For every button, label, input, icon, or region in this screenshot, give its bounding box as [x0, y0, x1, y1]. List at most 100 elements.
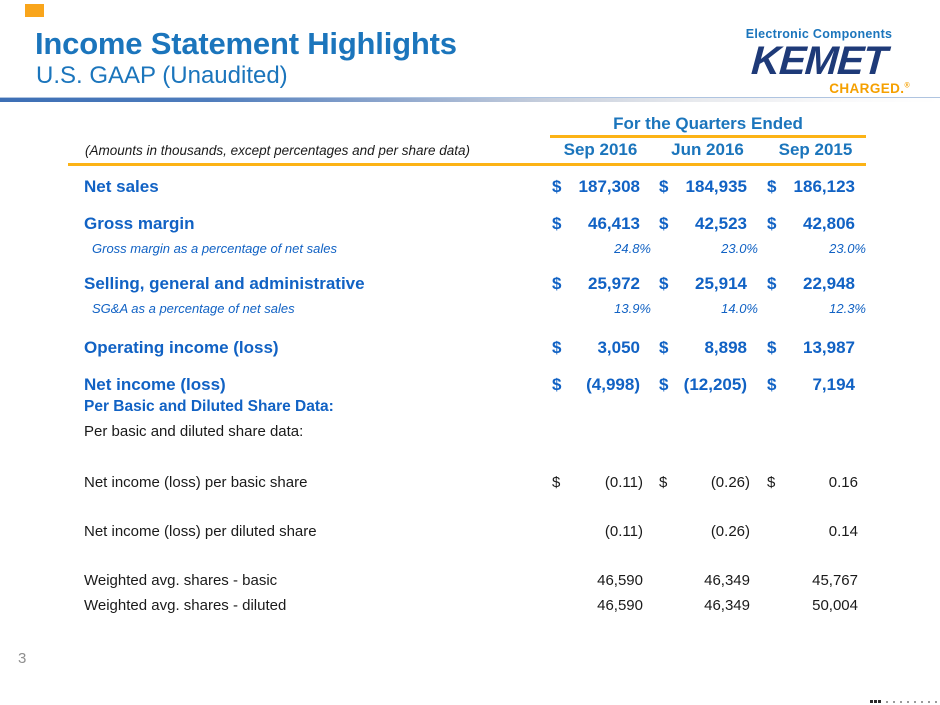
- dollar-sign: $: [767, 274, 777, 293]
- page-edge-dots: [869, 700, 937, 703]
- cell-value: 46,413: [588, 214, 640, 233]
- cell-value: 7,194: [812, 375, 855, 394]
- row-label: Net sales: [84, 177, 159, 196]
- value-cell: $42,523: [657, 213, 758, 234]
- value-cell: $13,987: [765, 337, 866, 358]
- dollar-sign: $: [552, 274, 562, 293]
- cell-value: 46,349: [704, 597, 750, 614]
- row-label: Gross margin as a percentage of net sale…: [92, 241, 337, 256]
- value-cell: $ (0.11): [550, 473, 651, 492]
- cell-value: 0.14: [828, 523, 858, 540]
- dollar-sign: $: [552, 177, 562, 196]
- value-cell: $25,914: [657, 273, 758, 294]
- cell-value: 8,898: [704, 338, 747, 357]
- dollar-sign: $: [552, 338, 562, 357]
- table-row: Gross margin $46,413 $42,523 $42,806: [68, 213, 866, 234]
- table-row: Net income (loss) $ (4,998) $ (12,205) $7,…: [68, 374, 866, 395]
- table-header-row: (Amounts in thousands, except percentage…: [68, 140, 866, 166]
- accent-square: [25, 4, 44, 17]
- value-cell: $184,935: [657, 176, 758, 197]
- cell-value: 184,935: [685, 177, 747, 196]
- cell-value: 25,972: [588, 274, 640, 293]
- value-cell: $42,806: [765, 213, 866, 234]
- column-header-sep-2015: Sep 2015: [778, 140, 853, 159]
- cell-value: (0.11): [604, 474, 643, 491]
- row-label: SG&A as a percentage of net sales: [92, 301, 295, 316]
- value-cell: $22,948: [765, 273, 866, 294]
- logo-wordmark: KEMET: [749, 39, 889, 83]
- table-row: Selling, general and administrative $25,…: [68, 273, 866, 294]
- dollar-sign: $: [659, 177, 669, 196]
- dollar-sign: $: [767, 375, 777, 394]
- page-number: 3: [18, 650, 27, 667]
- row-label: Selling, general and administrative: [84, 274, 365, 293]
- row-label: Per basic and diluted share data:: [84, 423, 304, 440]
- value-cell: $3,050: [550, 337, 651, 358]
- value-cell: $0.16: [765, 473, 866, 492]
- row-label: Net income (loss) per diluted share: [84, 523, 317, 540]
- cell-value: 186,123: [793, 177, 855, 196]
- value-cell: $7,194: [765, 374, 866, 395]
- cell-value: 46,590: [597, 572, 643, 589]
- quarters-header: For the Quarters Ended: [550, 113, 866, 138]
- value-cell: (0.26): [657, 522, 758, 541]
- value-cell: $25,972: [550, 273, 651, 294]
- table-row: Weighted avg. shares - diluted 46,590 46…: [68, 596, 866, 615]
- cell-value: (0.11): [604, 523, 643, 540]
- cell-value: 23.0%: [721, 241, 758, 256]
- value-cell: 45,767: [765, 571, 866, 590]
- table-row: Net income (loss) per basic share $ (0.11…: [68, 473, 866, 492]
- value-cell: 46,590: [550, 571, 651, 590]
- header-divider-gradient: [0, 97, 940, 102]
- cell-value: 3,050: [597, 338, 640, 357]
- logo-tagline-bottom: CHARGED.®: [724, 81, 914, 96]
- registered-mark: ®: [904, 82, 910, 90]
- table-row: SG&A as a percentage of net sales 13.9% …: [68, 301, 866, 317]
- slide-subtitle: U.S. GAAP (Unaudited): [36, 62, 288, 89]
- cell-value: (4,998): [586, 375, 640, 394]
- dollar-sign: $: [552, 474, 561, 491]
- value-cell: 46,590: [550, 596, 651, 615]
- dollar-sign: $: [659, 474, 668, 491]
- dollar-sign: $: [552, 214, 562, 233]
- table-row: Weighted avg. shares - basic 46,590 46,3…: [68, 571, 866, 590]
- table-row: Per basic and diluted share data:: [68, 422, 866, 441]
- dollar-sign: $: [767, 474, 776, 491]
- value-cell: $46,413: [550, 213, 651, 234]
- cell-value: 46,590: [597, 597, 643, 614]
- cell-value: 46,349: [704, 572, 750, 589]
- cell-value: 42,806: [803, 214, 855, 233]
- value-cell: $187,308: [550, 176, 651, 197]
- dollar-sign: $: [659, 338, 669, 357]
- cell-value: (0.26): [710, 523, 750, 540]
- dollar-sign: $: [659, 375, 669, 394]
- value-cell: (0.11): [550, 522, 651, 541]
- column-header-sep-2016: Sep 2016: [563, 140, 638, 159]
- table-row: Net sales $187,308 $184,935 $186,123: [68, 176, 866, 197]
- dollar-sign: $: [767, 338, 777, 357]
- cell-value: 187,308: [578, 177, 640, 196]
- table-row: Net income (loss) per diluted share (0.1…: [68, 522, 866, 541]
- logo-tagline-top: Electronic Components: [745, 27, 893, 41]
- cell-value: 24.8%: [614, 241, 651, 256]
- value-cell: $8,898: [657, 337, 758, 358]
- cell-value: 50,004: [812, 597, 858, 614]
- row-label: Weighted avg. shares - diluted: [84, 597, 287, 614]
- dollar-sign: $: [767, 177, 777, 196]
- cell-value: 12.3%: [829, 301, 866, 316]
- slide-title: Income Statement Highlights: [35, 26, 457, 61]
- cell-value: 42,523: [695, 214, 747, 233]
- cell-value: 45,767: [812, 572, 858, 589]
- amounts-note: (Amounts in thousands, except percentage…: [85, 143, 470, 158]
- cell-value: 14.0%: [721, 301, 758, 316]
- cell-value: 13,987: [803, 338, 855, 357]
- dollar-sign: $: [659, 214, 669, 233]
- value-cell: 46,349: [657, 571, 758, 590]
- value-cell: 50,004: [765, 596, 866, 615]
- value-cell: 0.14: [765, 522, 866, 541]
- income-statement-table: For the Quarters Ended (Amounts in thous…: [68, 113, 866, 615]
- row-label: Operating income (loss): [84, 338, 279, 357]
- table-row: Gross margin as a percentage of net sale…: [68, 241, 866, 257]
- cell-value: (12,205): [683, 375, 747, 394]
